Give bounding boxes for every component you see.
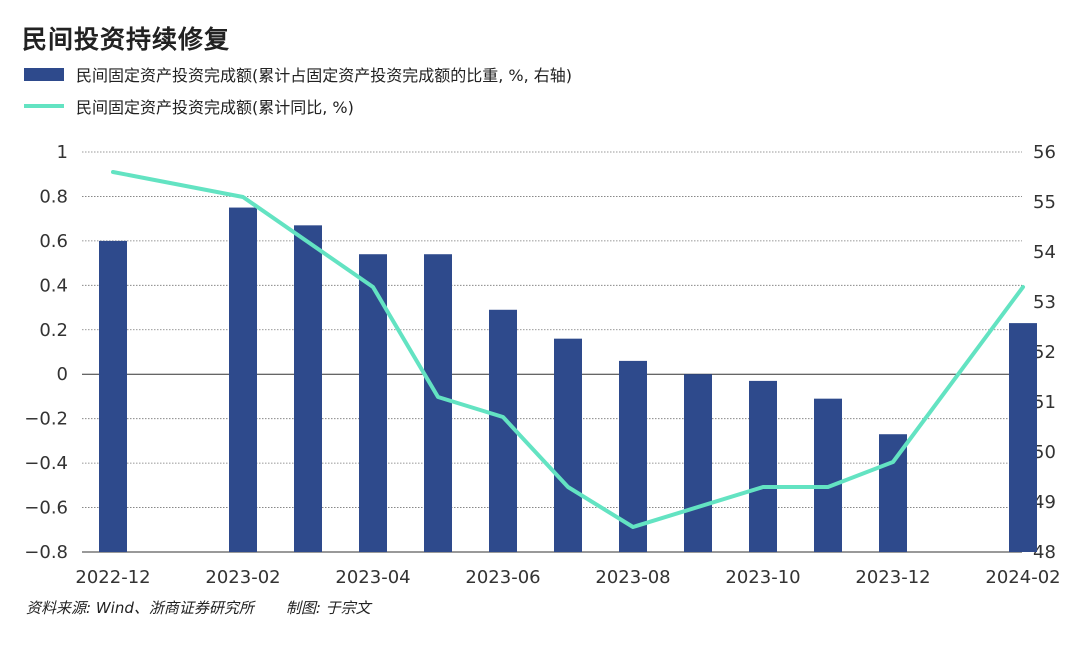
y-left-tick-label: 0 bbox=[57, 364, 68, 385]
legend-item-bar: 民间固定资产投资完成额(累计占固定资产投资完成额的比重, %, 右轴) bbox=[24, 62, 572, 86]
author-text: 制图: 于宗文 bbox=[285, 599, 371, 617]
y-right-tick-label: 55 bbox=[1033, 192, 1056, 213]
bar bbox=[1009, 323, 1037, 552]
legend-label-line: 民间固定资产投资完成额(累计同比, %) bbox=[76, 98, 354, 117]
x-tick-label: 2023-06 bbox=[465, 567, 540, 588]
bar bbox=[489, 309, 517, 552]
y-left-tick-label: −0.8 bbox=[24, 542, 68, 563]
bar bbox=[684, 374, 712, 552]
y-left-tick-label: 0.6 bbox=[39, 231, 68, 252]
bar bbox=[99, 240, 127, 552]
bar bbox=[359, 254, 387, 552]
x-tick-label: 2023-04 bbox=[335, 567, 410, 588]
bar bbox=[879, 434, 907, 552]
legend-swatch-line bbox=[24, 104, 64, 108]
y-right-tick-label: 50 bbox=[1033, 442, 1056, 463]
y-left-tick-label: −0.6 bbox=[24, 498, 68, 519]
bar bbox=[749, 380, 777, 552]
y-right-tick-label: 49 bbox=[1033, 492, 1056, 513]
x-tick-label: 2023-02 bbox=[205, 567, 280, 588]
x-tick-label: 2023-08 bbox=[595, 567, 670, 588]
x-tick-label: 2022-12 bbox=[75, 567, 150, 588]
x-tick-label: 2024-02 bbox=[985, 567, 1060, 588]
bar bbox=[229, 207, 257, 553]
y-left-tick-label: −0.2 bbox=[24, 409, 68, 430]
y-right-tick-label: 53 bbox=[1033, 292, 1056, 313]
y-right-tick-label: 52 bbox=[1033, 342, 1056, 363]
chart-title: 民间投资持续修复 bbox=[22, 25, 231, 54]
bar bbox=[294, 225, 322, 553]
x-tick-label: 2023-12 bbox=[855, 567, 930, 588]
bar bbox=[424, 254, 452, 552]
legend-label-bar: 民间固定资产投资完成额(累计占固定资产投资完成额的比重, %, 右轴) bbox=[76, 66, 573, 85]
y-right-tick-label: 54 bbox=[1033, 242, 1056, 263]
legend-item-line: 民间固定资产投资完成额(累计同比, %) bbox=[24, 94, 354, 118]
y-left-tick-label: −0.4 bbox=[24, 453, 68, 474]
source-text: 资料来源: Wind、浙商证券研究所 bbox=[26, 599, 254, 617]
y-left-tick-label: 0.8 bbox=[39, 186, 68, 207]
y-right-tick-label: 51 bbox=[1033, 392, 1056, 413]
y-right-tick-label: 56 bbox=[1033, 142, 1056, 163]
source-note: 资料来源: Wind、浙商证券研究所 制图: 于宗文 bbox=[26, 597, 371, 618]
x-tick-label: 2023-10 bbox=[725, 567, 800, 588]
y-left-tick-label: 0.4 bbox=[39, 275, 68, 296]
bar bbox=[554, 338, 582, 552]
bar bbox=[814, 398, 842, 552]
legend-swatch-bar bbox=[24, 67, 64, 81]
y-left-tick-label: 1 bbox=[57, 142, 68, 163]
y-right-tick-label: 48 bbox=[1033, 542, 1056, 563]
series-line bbox=[111, 170, 1025, 529]
y-left-tick-label: 0.2 bbox=[39, 320, 68, 341]
